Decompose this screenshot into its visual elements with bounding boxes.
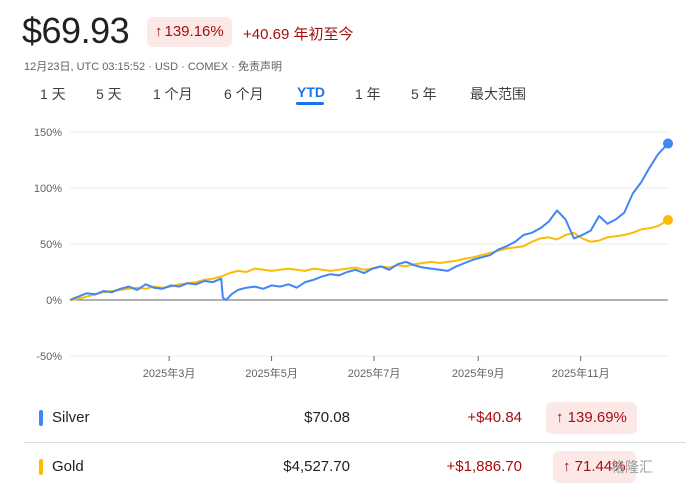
ytd-line-chart[interactable]: 150%100%50%0%-50% 2025年3月 2025年5月 2025年7月 2… [0, 118, 696, 388]
series-line-silver [69, 142, 669, 301]
active-tab-indicator [296, 102, 324, 105]
row-change-pct-badge: ↑ 139.69% [546, 402, 637, 434]
current-price: $69.93 [22, 10, 130, 51]
y-tick-label: 0% [46, 295, 62, 307]
change-absolute: +40.69 年初至今 [243, 26, 354, 43]
series-endpoint-gold [663, 214, 673, 225]
arrow-up-icon: ↑ [155, 23, 163, 40]
x-tick-label: 2025年11月 [552, 366, 610, 380]
tab-1d[interactable]: 1 天 [40, 86, 66, 102]
gold-color-swatch [39, 459, 43, 475]
series-endpoint-silver [663, 138, 673, 149]
x-tick-label: 2025年3月 [143, 366, 196, 380]
row-name: Gold [52, 458, 84, 475]
x-axis-ticks: 2025年3月 2025年5月 2025年7月 2025年9月 2025年11月 [143, 356, 610, 380]
table-row-silver[interactable]: Silver $70.08 +$40.84 ↑ 139.69% [24, 398, 686, 438]
row-divider [24, 442, 686, 443]
tab-5d[interactable]: 5 天 [96, 86, 122, 102]
watermark-logo: 格隆汇 [611, 459, 653, 475]
chart-gridlines [70, 131, 668, 357]
y-tick-label: 100% [34, 183, 62, 195]
row-price: $70.08 [304, 409, 350, 426]
y-tick-label: 50% [40, 239, 62, 251]
x-tick-label: 2025年9月 [452, 366, 505, 380]
chart-series [69, 138, 673, 301]
change-percent: 139.16% [164, 23, 224, 40]
tab-max[interactable]: 最大范围 [470, 86, 526, 102]
row-change-abs: +$1,886.70 [446, 458, 523, 475]
tab-1y[interactable]: 1 年 [355, 86, 381, 102]
row-change-pct-badge: ↑ 71.44% [553, 451, 636, 483]
quote-meta: 12月23日, UTC 03:15:52 · USD · COMEX · 免责声… [24, 61, 282, 73]
tab-5y[interactable]: 5 年 [411, 86, 437, 102]
row-change-abs: +$40.84 [467, 409, 522, 426]
range-tabs: 1 天 5 天 1 个月 6 个月 YTD 1 年 5 年 最大范围 [0, 84, 696, 108]
y-tick-label: 150% [34, 127, 62, 139]
row-price: $4,527.70 [283, 458, 350, 475]
change-percent-badge: ↑ 139.16% [147, 17, 232, 47]
tab-6m[interactable]: 6 个月 [224, 86, 264, 102]
tab-1m[interactable]: 1 个月 [153, 86, 193, 102]
row-name: Silver [52, 409, 90, 426]
y-tick-label: -50% [36, 351, 62, 363]
tab-ytd[interactable]: YTD [297, 84, 325, 100]
x-tick-label: 2025年5月 [245, 366, 298, 380]
y-axis-ticks: 150% 100% 50% 0% -50% [34, 127, 62, 363]
table-row-gold[interactable]: Gold $4,527.70 +$1,886.70 ↑ 71.44% [24, 447, 686, 486]
x-tick-label: 2025年7月 [348, 366, 401, 380]
silver-color-swatch [39, 410, 43, 426]
